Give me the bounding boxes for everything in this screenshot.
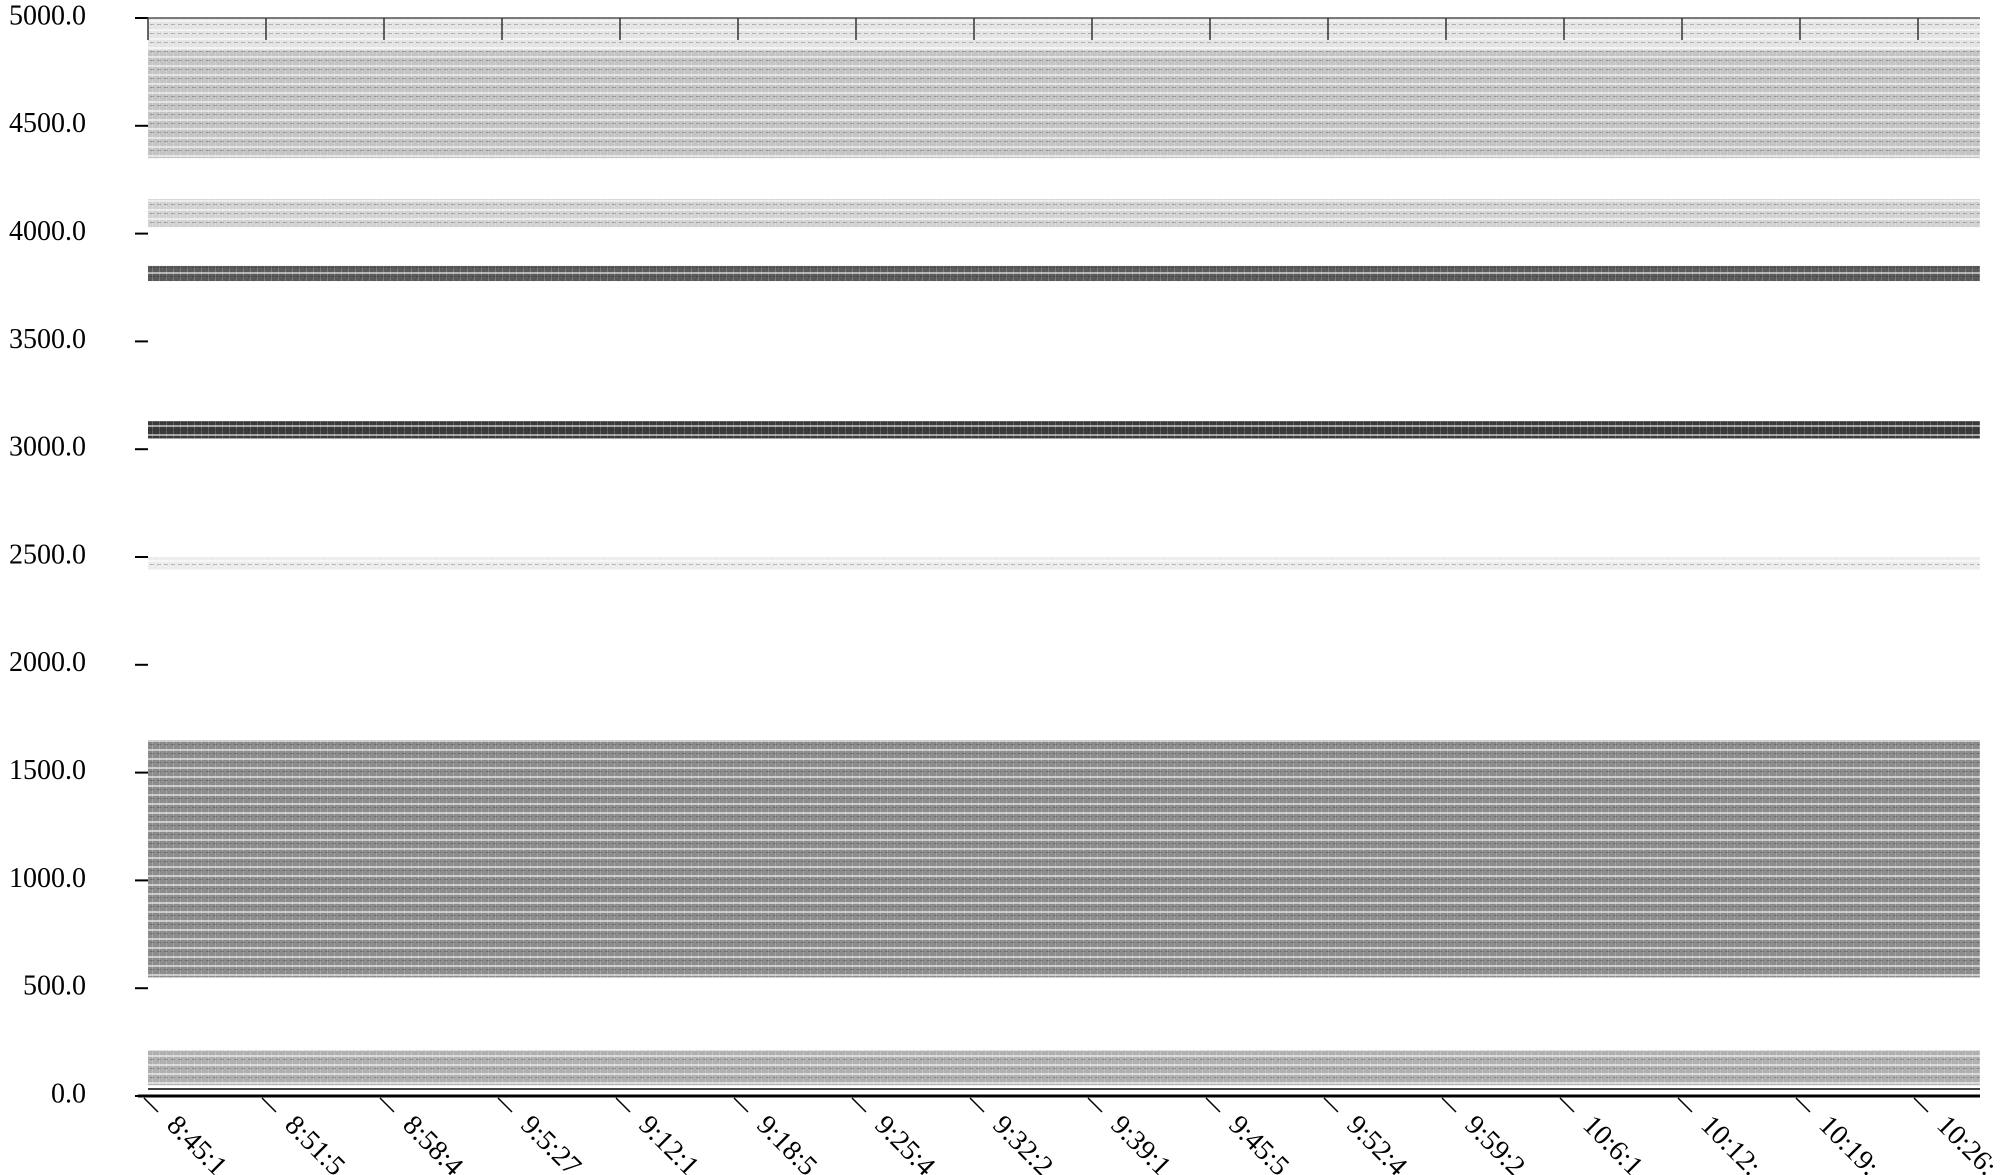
y-tick-label: 5000.0 [9,0,86,31]
x-tick [1795,1097,1811,1113]
x-tick-label: 10:6:1 [1577,1110,1650,1175]
y-tick-label: 3500.0 [9,324,86,355]
y-tick-label: 4500.0 [9,108,86,139]
x-tick-label: 9:32:2 [987,1110,1060,1175]
x-tick [1205,1097,1221,1113]
x-tick [143,1097,159,1113]
x-tick [1677,1097,1693,1113]
band-texture [148,421,1980,439]
band-texture [148,199,1980,228]
x-tick [1323,1097,1339,1113]
x-tick-label: 9:45:5 [1223,1110,1296,1175]
x-tick-label: 10:26: [1931,1110,2004,1175]
x-tick-label: 9:52:4 [1341,1110,1414,1175]
x-tick-label: 9:12:1 [633,1110,706,1175]
band-texture [148,18,1980,51]
y-tick-label: 2000.0 [9,647,86,678]
x-tick-label: 9:25:4 [869,1110,942,1175]
x-tick [969,1097,985,1113]
x-tick [1559,1097,1575,1113]
x-tick-label: 9:39:1 [1105,1110,1178,1175]
x-tick [851,1097,867,1113]
x-tick-label: 8:51:5 [279,1110,352,1175]
x-tick [379,1097,395,1113]
x-tick-label: 8:45:1 [161,1110,234,1175]
y-tick-label: 4000.0 [9,216,86,247]
x-tick [1087,1097,1103,1113]
band-texture [148,1050,1980,1086]
band-texture [148,740,1980,978]
y-tick-label: 3000.0 [9,432,86,463]
x-tick [497,1097,513,1113]
x-tick-label: 9:59:2 [1459,1110,1532,1175]
band-texture [148,557,1980,570]
y-tick-label: 2500.0 [9,539,86,570]
x-tick [261,1097,277,1113]
x-tick-label: 10:19: [1813,1110,1886,1175]
x-tick [733,1097,749,1113]
x-tick [1441,1097,1457,1113]
y-tick-label: 1000.0 [9,863,86,894]
x-tick-label: 10:12: [1695,1110,1768,1175]
x-tick [615,1097,631,1113]
x-tick-label: 9:5:27 [515,1110,588,1175]
y-tick-label: 0.0 [51,1078,86,1109]
y-tick-label: 1500.0 [9,755,86,786]
band-texture [148,265,1980,282]
y-tick-label: 500.0 [23,971,86,1002]
x-tick-label: 9:18:5 [751,1110,824,1175]
x-tick-label: 8:58:4 [397,1110,470,1175]
band-texture [148,50,1980,159]
x-tick [1913,1097,1929,1113]
